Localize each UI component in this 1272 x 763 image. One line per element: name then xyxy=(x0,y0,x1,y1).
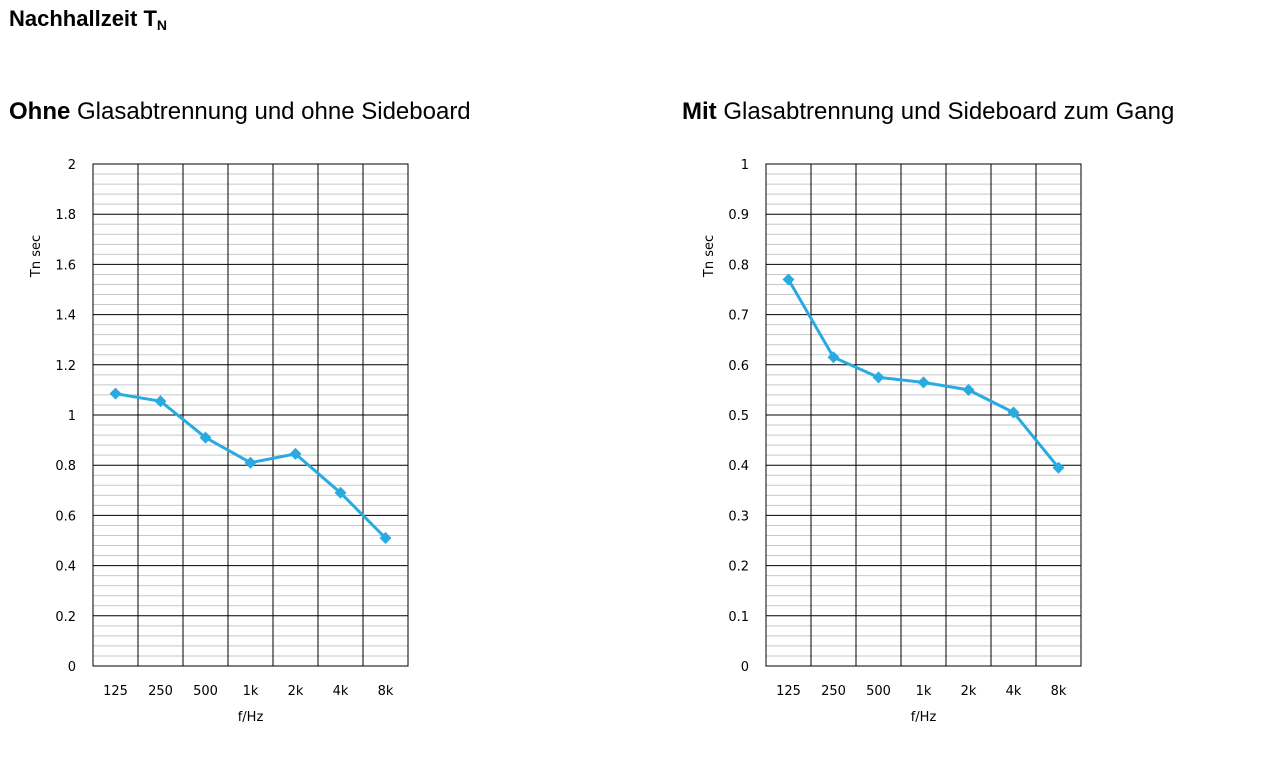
y-tick-label: 0.4 xyxy=(728,459,749,474)
y-tick-label: 1.6 xyxy=(55,258,76,273)
x-tick-label: 500 xyxy=(866,684,891,699)
data-point xyxy=(872,371,885,384)
y-tick-label: 1.8 xyxy=(55,208,76,223)
y-tick-label: 2 xyxy=(68,158,76,173)
y-tick-label: 0.8 xyxy=(55,459,76,474)
x-tick-label: 2k xyxy=(288,684,304,699)
grid xyxy=(766,164,1081,666)
y-tick-label: 0.5 xyxy=(728,409,749,424)
x-tick-label: 125 xyxy=(776,684,801,699)
data-point xyxy=(379,531,392,544)
data-point xyxy=(1052,461,1065,474)
y-tick-label: 0.8 xyxy=(728,258,749,273)
grid xyxy=(93,164,408,666)
data-point xyxy=(917,376,930,389)
data-point xyxy=(289,447,302,460)
chart-left: 0 0.2 0.4 0.6 0.8 1 1.2 1.4 1.6 1.8 2 125 250 500 1k 2k… xyxy=(29,158,409,725)
x-tick-label: 2k xyxy=(961,684,977,699)
y-tick-label: 1.2 xyxy=(55,359,76,374)
x-tick-label: 4k xyxy=(333,684,349,699)
x-tick-label: 500 xyxy=(193,684,218,699)
y-tick-label: 0.1 xyxy=(728,610,749,625)
x-tick-label: 125 xyxy=(103,684,128,699)
chart-heading-left: Ohne Glasabtrennung und ohne Sideboard xyxy=(9,98,471,125)
x-tick-label: 250 xyxy=(821,684,846,699)
data-point xyxy=(334,486,347,499)
chart-right: 0 0.1 0.2 0.3 0.4 0.5 0.6 0.7 0.8 0.9 1 125 250 500 1k… xyxy=(702,158,1082,725)
y-tick-label: 0.2 xyxy=(728,560,749,575)
x-tick-label: 8k xyxy=(378,684,394,699)
data-point xyxy=(109,387,122,400)
plot-frame xyxy=(765,163,1082,667)
y-tick-label: 0.7 xyxy=(728,309,749,324)
y-tick-label: 0.6 xyxy=(55,509,76,524)
y-tick-label: 0.2 xyxy=(55,610,76,625)
x-tick-label: 1k xyxy=(916,684,932,699)
series-line xyxy=(787,278,1060,469)
page-title: Nachhallzeit TN xyxy=(9,6,168,33)
y-tick-label: 0.3 xyxy=(728,509,749,524)
data-point xyxy=(962,383,975,396)
chart-heading-right: Mit Glasabtrennung und Sideboard zum Gan… xyxy=(682,98,1175,125)
y-axis-label: Tn sec xyxy=(702,235,717,278)
plot-frame xyxy=(92,163,409,667)
x-tick-label: 1k xyxy=(243,684,259,699)
y-tick-label: 1 xyxy=(741,158,749,173)
data-point xyxy=(244,456,257,469)
x-tick-label: 4k xyxy=(1006,684,1022,699)
y-tick-label: 0.6 xyxy=(728,359,749,374)
data-point xyxy=(154,395,167,408)
x-axis-label: f/Hz xyxy=(238,710,264,725)
y-tick-label: 0.9 xyxy=(728,208,749,223)
y-tick-label: 0 xyxy=(741,660,749,675)
y-tick-label: 1 xyxy=(68,409,76,424)
data-point xyxy=(199,431,212,444)
y-axis-label: Tn sec xyxy=(29,235,44,278)
data-point xyxy=(827,351,840,364)
y-tick-label: 1.4 xyxy=(55,309,76,324)
y-tick-label: 0.4 xyxy=(55,560,76,575)
y-tick-label: 0 xyxy=(68,660,76,675)
data-point xyxy=(782,273,795,286)
x-axis-label: f/Hz xyxy=(911,710,937,725)
x-tick-label: 8k xyxy=(1051,684,1067,699)
data-point xyxy=(1007,406,1020,419)
x-tick-label: 250 xyxy=(148,684,173,699)
